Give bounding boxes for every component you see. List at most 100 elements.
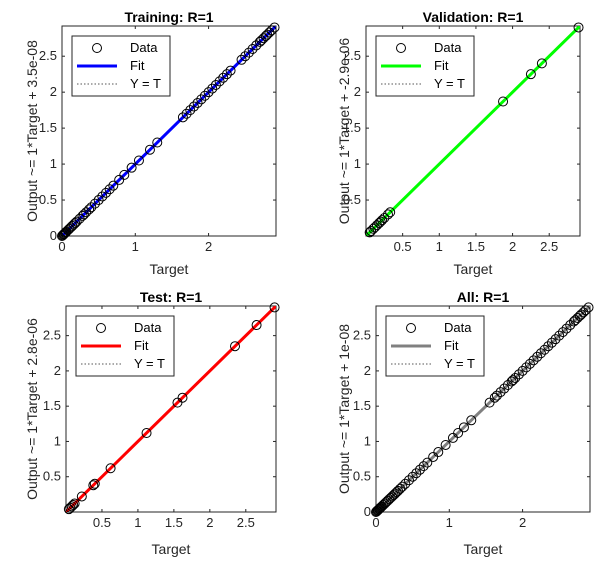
data-point xyxy=(382,209,393,220)
panel-all: All: R=1 Target Output ~= 1*Target + 1e-… xyxy=(336,289,594,557)
data-point xyxy=(440,439,451,450)
data-point xyxy=(525,69,536,80)
x-axis-label: Target xyxy=(152,541,191,557)
legend-entry-fit: Fit xyxy=(134,338,149,353)
data-point xyxy=(133,155,144,166)
y-tick-label: 1 xyxy=(354,156,361,171)
data-point xyxy=(458,422,469,433)
data-point xyxy=(368,223,379,234)
x-tick-label: 1 xyxy=(436,239,443,254)
x-axis-label: Target xyxy=(150,261,189,277)
data-point xyxy=(266,25,277,36)
fit-line xyxy=(62,26,276,236)
data-point xyxy=(71,216,82,227)
y-tick-label: 2.5 xyxy=(343,48,361,63)
data-point xyxy=(207,83,218,94)
data-point xyxy=(391,487,402,498)
y-tick-label: 1.5 xyxy=(343,120,361,135)
data-point xyxy=(77,210,88,221)
x-tick-label: 2 xyxy=(205,239,212,254)
data-point xyxy=(557,327,568,338)
data-point xyxy=(225,65,236,76)
legend-entry-data: Data xyxy=(444,320,472,335)
panel-title: Validation: R=1 xyxy=(423,9,524,25)
data-point xyxy=(546,337,557,348)
data-point xyxy=(510,372,521,383)
data-point xyxy=(258,33,269,44)
x-tick-label: 2 xyxy=(519,515,526,530)
y-tick-label: 1 xyxy=(364,433,371,448)
data-point xyxy=(528,355,539,366)
data-point xyxy=(68,219,79,230)
data-point xyxy=(69,498,80,509)
data-point xyxy=(561,323,572,334)
data-point xyxy=(105,463,116,474)
data-point xyxy=(196,94,207,105)
data-point xyxy=(506,376,517,387)
data-point xyxy=(543,341,554,352)
legend-entry-data: Data xyxy=(134,320,162,335)
data-point xyxy=(400,478,411,489)
panel-validation: Validation: R=1 Target Output ~= 1*Targe… xyxy=(336,9,584,277)
data-point xyxy=(403,475,414,486)
data-point xyxy=(375,216,386,227)
data-point xyxy=(517,365,528,376)
data-point xyxy=(379,213,390,224)
y-axis-label: Output ~= 1*Target + 3.5e-08 xyxy=(24,40,40,222)
legend-entry-identity: Y = T xyxy=(434,76,465,91)
x-tick-label: 0 xyxy=(372,515,379,530)
data-point xyxy=(144,144,155,155)
data-point xyxy=(84,204,95,215)
data-point xyxy=(397,481,408,492)
y-tick-label: 0.5 xyxy=(353,469,371,484)
data-point xyxy=(550,334,561,345)
data-point xyxy=(66,501,77,512)
data-point xyxy=(210,79,221,90)
data-point xyxy=(141,427,152,438)
data-point xyxy=(583,302,594,313)
data-point xyxy=(260,31,271,42)
data-point xyxy=(521,362,532,373)
legend-entry-data: Data xyxy=(130,40,158,55)
data-point xyxy=(513,369,524,380)
data-point xyxy=(57,230,68,241)
data-point xyxy=(81,207,92,218)
fit-line xyxy=(376,306,590,512)
x-tick-label: 2.5 xyxy=(540,239,558,254)
legend-entry-identity: Y = T xyxy=(444,356,475,371)
data-point xyxy=(374,218,385,229)
y-axis-label: Output ~= 1*Target + -2.9e-06 xyxy=(336,38,352,225)
legend-data-marker xyxy=(96,323,106,333)
data-point xyxy=(532,351,543,362)
data-point xyxy=(491,390,502,401)
y-axis-label: Output ~= 1*Target + 1e-08 xyxy=(336,324,352,494)
data-point xyxy=(104,184,115,195)
x-tick-label: 2.5 xyxy=(237,515,255,530)
data-point xyxy=(188,101,199,112)
legend-entry-fit: Fit xyxy=(444,338,459,353)
legend: Data Fit Y = T xyxy=(375,35,475,97)
data-point xyxy=(181,108,192,119)
data-point xyxy=(269,302,280,313)
data-point xyxy=(108,180,119,191)
data-point xyxy=(78,209,89,220)
data-point xyxy=(97,191,108,202)
data-point xyxy=(203,87,214,98)
legend: Data Fit Y = T xyxy=(75,315,175,377)
y-tick-label: 0 xyxy=(50,228,57,243)
y-tick-label: 0.5 xyxy=(43,469,61,484)
y-tick-label: 1.5 xyxy=(39,120,57,135)
data-point xyxy=(508,375,519,386)
x-axis-label: Target xyxy=(454,261,493,277)
legend-data-marker xyxy=(396,43,406,53)
data-point xyxy=(230,341,241,352)
data-point xyxy=(573,22,584,33)
data-point xyxy=(59,228,70,239)
data-point xyxy=(539,344,550,355)
data-point xyxy=(489,392,500,403)
data-point xyxy=(554,330,565,341)
data-point xyxy=(89,198,100,209)
legend-entry-identity: Y = T xyxy=(130,76,161,91)
y-tick-label: 1 xyxy=(54,433,61,448)
